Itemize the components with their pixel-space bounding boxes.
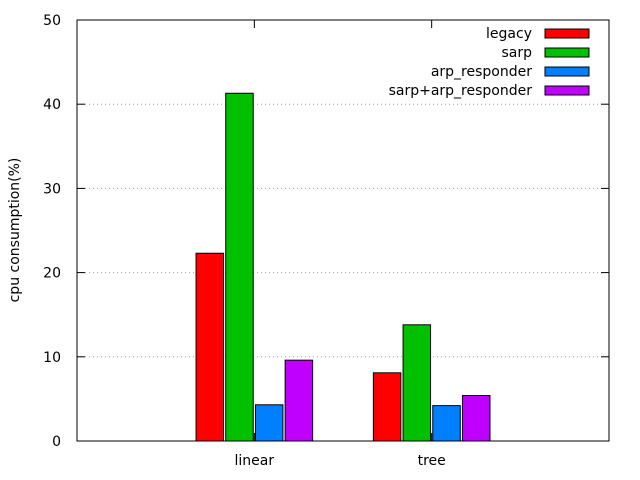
- legend-label: sarp+arp_responder: [389, 83, 533, 99]
- y-axis: 0 10 20 30 40 50: [43, 13, 609, 450]
- bar-sarp-arp-responder-linear: [284, 359, 314, 442]
- legend-label: legacy: [486, 26, 532, 42]
- y-axis-title: cpu consumption(%): [7, 158, 23, 303]
- bars: [195, 92, 491, 442]
- legend-swatch: [544, 28, 590, 39]
- bar-sarp-arp-responder-tree: [461, 395, 491, 442]
- y-tick-label: 0: [52, 434, 61, 450]
- y-tick-label: 20: [43, 266, 61, 282]
- bar-sarp-tree: [402, 324, 432, 442]
- legend-label: arp_responder: [431, 64, 532, 80]
- bar-arp-responder-tree: [432, 405, 461, 442]
- legend-swatch: [544, 85, 590, 96]
- bar-sarp-linear: [225, 92, 254, 442]
- grid: [77, 103, 609, 358]
- x-axis: linear tree: [235, 20, 446, 469]
- legend-swatch: [544, 66, 590, 77]
- bar-legacy-linear: [195, 252, 225, 442]
- plot-frame: [76, 19, 610, 442]
- y-tick-label: 40: [43, 97, 61, 113]
- bar-legacy-tree: [372, 372, 402, 442]
- legend-swatch: [544, 47, 590, 58]
- y-tick-label: 30: [43, 181, 61, 197]
- y-tick-label: 50: [43, 13, 61, 29]
- x-tick-label: linear: [235, 453, 275, 469]
- legend-label: sarp: [501, 45, 532, 61]
- x-tick-label: tree: [418, 453, 446, 469]
- bar-arp-responder-linear: [254, 404, 284, 442]
- y-tick-label: 10: [43, 350, 61, 366]
- legend: legacy sarp arp_responder sarp+arp_responde…: [389, 26, 590, 99]
